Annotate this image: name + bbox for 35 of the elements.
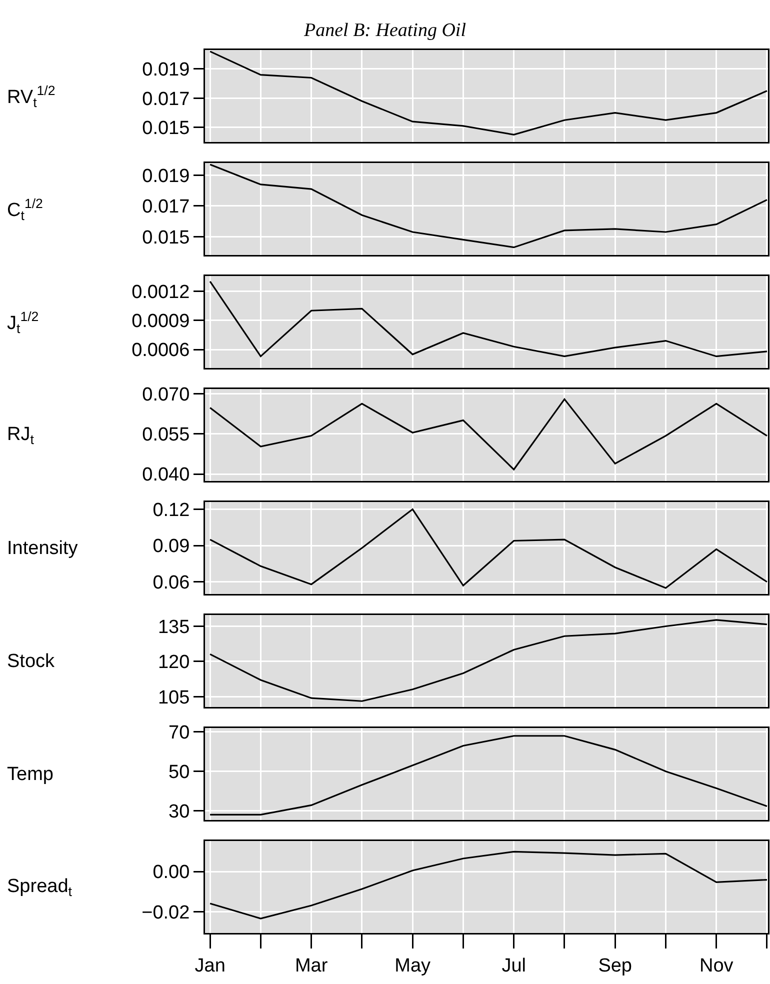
y-axis-title: RJ$_{t}$: [7, 424, 34, 447]
y-tick-label: 0.055: [142, 424, 190, 446]
y-tick-label: 0.0009: [132, 311, 190, 332]
y-tick-label: 0.017: [142, 88, 190, 110]
y-axis-title: Intensity: [7, 538, 78, 559]
y-tick-label: 70: [168, 722, 190, 744]
y-tick-label: 0.0006: [132, 340, 190, 362]
y-tick-label: 0.12: [152, 500, 190, 521]
y-axis-title: Stock: [7, 651, 56, 672]
y-tick-label: 105: [158, 687, 190, 708]
y-tick-label: 0.06: [152, 572, 190, 594]
y-tick-label: 120: [158, 652, 190, 674]
y-tick-label: 0.015: [142, 227, 190, 248]
y-tick-label: 0.019: [142, 60, 190, 81]
y-tick-label: −0.02: [142, 902, 190, 924]
y-tick-label: 0.040: [142, 464, 190, 486]
y-tick-label: 0.00: [152, 862, 190, 884]
x-tick-label: Sep: [598, 955, 632, 976]
y-tick-label: 0.015: [142, 118, 190, 140]
x-tick-label: Nov: [699, 955, 734, 976]
y-tick-label: 0.0012: [132, 282, 190, 303]
x-tick-label: Jul: [502, 955, 526, 976]
chart-title: Panel B: Heating Oil: [303, 20, 466, 42]
y-tick-label: 0.019: [142, 166, 190, 187]
y-tick-label: 0.09: [152, 536, 190, 558]
y-axis-title: Spread$_{t}$: [7, 876, 72, 899]
x-tick-label: Mar: [294, 955, 328, 976]
x-tick-label: Jan: [194, 955, 226, 976]
y-tick-label: 0.070: [142, 384, 190, 406]
y-axis-title: Temp: [7, 764, 54, 785]
y-tick-label: 30: [168, 801, 190, 822]
x-tick-label: May: [394, 955, 432, 976]
y-tick-label: 0.017: [142, 196, 190, 218]
y-tick-label: 135: [158, 616, 190, 638]
y-tick-label: 50: [168, 762, 190, 783]
